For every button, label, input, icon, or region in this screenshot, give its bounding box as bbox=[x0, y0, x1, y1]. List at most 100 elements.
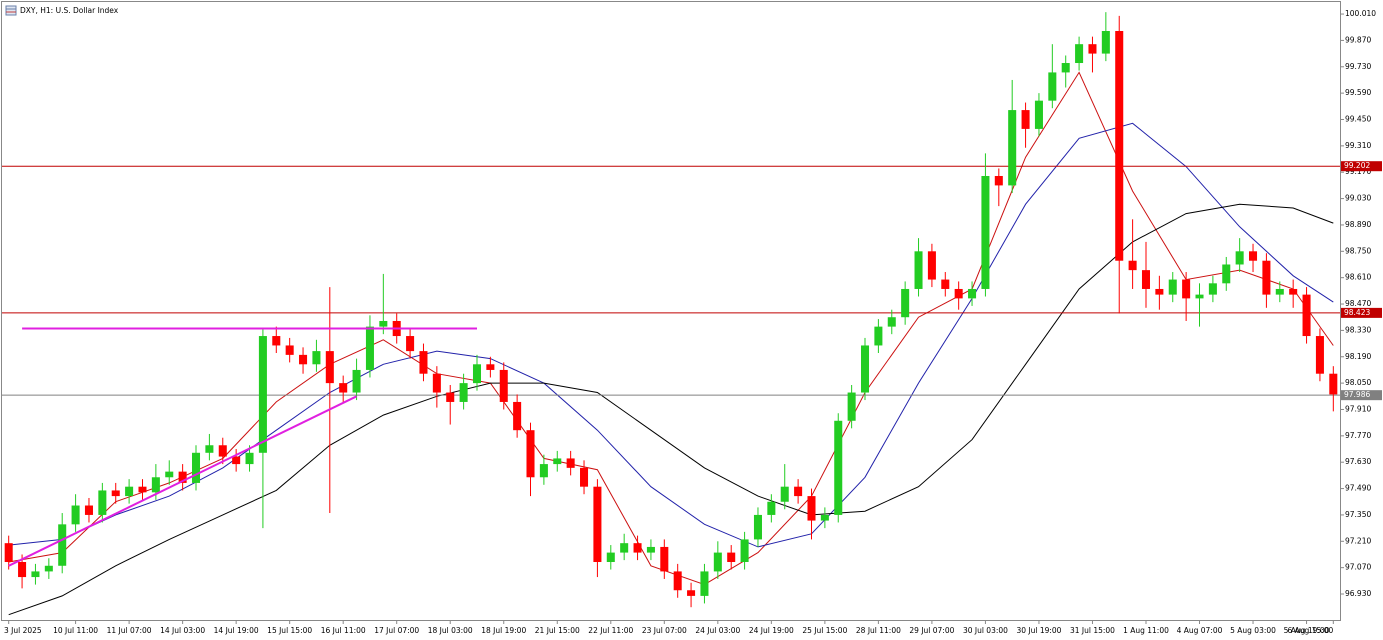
price-level-tag bbox=[1341, 390, 1382, 401]
x-tick-label: 11 Jul 07:00 bbox=[107, 626, 152, 635]
title-icon bbox=[5, 5, 17, 16]
y-tick-label: 97.070 bbox=[1345, 563, 1371, 572]
candle-body bbox=[1061, 63, 1070, 73]
candle-body bbox=[847, 392, 856, 421]
candle-body bbox=[860, 345, 870, 393]
candle-body bbox=[780, 486, 789, 502]
candle-body bbox=[191, 452, 201, 483]
candle-body bbox=[620, 543, 629, 553]
price-level-tag bbox=[1341, 307, 1382, 318]
candle-body bbox=[1075, 44, 1084, 64]
x-tick-label: 1 Aug 11:00 bbox=[1123, 626, 1169, 635]
y-tick-label: 96.930 bbox=[1345, 589, 1371, 598]
candle-body bbox=[339, 383, 348, 393]
y-tick-label: 97.490 bbox=[1345, 484, 1371, 493]
candle-body bbox=[727, 552, 736, 563]
candle-body bbox=[125, 486, 134, 497]
candle-body bbox=[1182, 279, 1191, 299]
candle-body bbox=[406, 336, 415, 352]
y-tick-label: 98.750 bbox=[1345, 246, 1371, 255]
candle-body bbox=[432, 373, 441, 393]
candle-body bbox=[1168, 279, 1177, 295]
candle-body bbox=[753, 514, 762, 540]
y-tick-label: 98.190 bbox=[1345, 352, 1371, 361]
candle-body bbox=[71, 505, 80, 525]
x-tick-label: 22 Jul 11:00 bbox=[588, 626, 633, 635]
candle-body bbox=[84, 505, 93, 515]
y-tick-label: 99.030 bbox=[1345, 194, 1371, 203]
candle-body bbox=[472, 364, 482, 384]
y-tick-label: 98.050 bbox=[1345, 378, 1371, 387]
x-tick-label: 23 Jul 07:00 bbox=[642, 626, 687, 635]
y-tick-label: 99.730 bbox=[1345, 62, 1371, 71]
plot-frame bbox=[1, 1, 1341, 621]
y-tick-label: 99.870 bbox=[1345, 35, 1371, 44]
x-tick-label: 14 Jul 19:00 bbox=[214, 626, 259, 635]
trendline bbox=[8, 395, 358, 567]
x-tick-label: 6 Aug 15:00 bbox=[1287, 626, 1333, 635]
price-level-label: 99.202 bbox=[1344, 161, 1370, 170]
y-tick-label: 97.770 bbox=[1345, 431, 1371, 440]
x-tick-label: 30 Jul 03:00 bbox=[963, 626, 1008, 635]
candle-body bbox=[325, 351, 334, 384]
candle-body bbox=[151, 477, 160, 493]
candle-body bbox=[513, 401, 522, 431]
candle-body bbox=[580, 467, 589, 487]
x-tick-label: 30 Jul 19:00 bbox=[1016, 626, 1061, 635]
x-tick-label: 25 Jul 15:00 bbox=[802, 626, 847, 635]
x-tick-label: 24 Jul 19:00 bbox=[749, 626, 794, 635]
candle-body bbox=[526, 430, 535, 478]
x-tick-label: 4 Aug 07:00 bbox=[1177, 626, 1223, 635]
x-tick-label: 28 Jul 11:00 bbox=[856, 626, 901, 635]
candle-body bbox=[1088, 44, 1097, 54]
y-tick-label: 97.630 bbox=[1345, 457, 1371, 466]
price-level-label: 97.986 bbox=[1344, 390, 1370, 399]
candle-body bbox=[232, 456, 241, 465]
y-tick-label: 97.350 bbox=[1345, 510, 1371, 519]
x-tick-label: 17 Jul 07:00 bbox=[374, 626, 419, 635]
moving-average bbox=[8, 122, 1334, 548]
candle-body bbox=[1235, 251, 1244, 265]
candle-body bbox=[1208, 283, 1217, 295]
candle-body bbox=[165, 471, 174, 478]
candle-body bbox=[687, 590, 696, 596]
candle-body bbox=[1329, 373, 1338, 395]
x-tick-label: 21 Jul 15:00 bbox=[535, 626, 580, 635]
candle-body bbox=[419, 351, 428, 374]
candle-body bbox=[660, 546, 669, 572]
candle-body bbox=[285, 345, 294, 355]
candle-body bbox=[178, 471, 187, 483]
candle-body bbox=[272, 336, 281, 346]
candle-body bbox=[646, 546, 655, 553]
candle-body bbox=[111, 490, 120, 497]
candle-body bbox=[981, 175, 990, 289]
x-tick-label: 24 Jul 03:00 bbox=[695, 626, 740, 635]
candle-body bbox=[954, 288, 963, 299]
x-tick-label: 31 Jul 15:00 bbox=[1070, 626, 1115, 635]
candle-body bbox=[31, 571, 40, 578]
y-tick-label: 98.330 bbox=[1345, 325, 1371, 334]
y-tick-label: 99.310 bbox=[1345, 141, 1371, 150]
x-tick-label: 5 Aug 19:00 bbox=[1284, 626, 1330, 635]
candle-body bbox=[593, 486, 602, 563]
candle-body bbox=[379, 320, 388, 327]
candle-body bbox=[1315, 336, 1324, 374]
x-tick-label: 29 Jul 07:00 bbox=[909, 626, 954, 635]
y-tick-label: 100.010 bbox=[1345, 9, 1376, 18]
candle-body bbox=[1141, 270, 1151, 289]
candle-body bbox=[633, 543, 642, 553]
candle-body bbox=[553, 458, 562, 465]
candle-body bbox=[486, 364, 495, 370]
candle-body bbox=[767, 501, 776, 515]
candle-body bbox=[566, 458, 575, 468]
candle-body bbox=[1101, 30, 1110, 54]
candle-body bbox=[58, 524, 67, 566]
candle-body bbox=[218, 445, 227, 457]
candle-body bbox=[245, 452, 254, 465]
candle-body bbox=[459, 383, 468, 402]
candle-body bbox=[914, 251, 923, 289]
candle-body bbox=[820, 514, 829, 521]
x-tick-label: 5 Aug 03:00 bbox=[1230, 626, 1276, 635]
